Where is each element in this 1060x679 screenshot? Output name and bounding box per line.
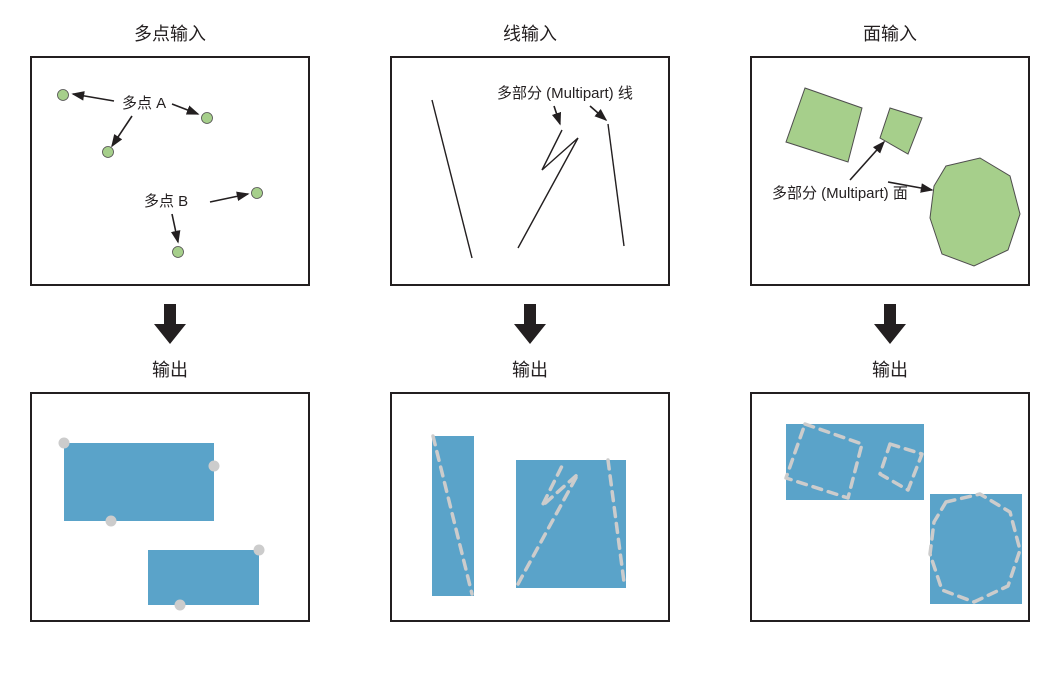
diagram-container: 多点输入 多点 A 多点 B 输出 线输入 多部分 (Multipart) 线 <box>20 20 1040 622</box>
big-arrow-svg-2 <box>514 304 546 344</box>
lines-output-title: 输出 <box>512 356 548 382</box>
lines-input-panel: 多部分 (Multipart) 线 <box>390 56 670 286</box>
lines-input-title: 线输入 <box>503 20 557 46</box>
top-row: 多点输入 多点 A 多点 B 输出 线输入 多部分 (Multipart) 线 <box>20 20 1040 622</box>
lines-output-svg <box>392 394 668 620</box>
polys-output-svg <box>752 394 1028 620</box>
svg-text:多点 B: 多点 B <box>144 193 188 210</box>
arrow-lines <box>514 304 546 344</box>
polys-output-title: 输出 <box>872 356 908 382</box>
col-lines: 线输入 多部分 (Multipart) 线 输出 <box>380 20 680 622</box>
big-arrow-svg-3 <box>874 304 906 344</box>
points-output-panel <box>30 392 310 622</box>
polys-input-svg: 多部分 (Multipart) 面 <box>752 58 1028 284</box>
svg-text:多部分 (Multipart) 面: 多部分 (Multipart) 面 <box>772 185 908 202</box>
col-points: 多点输入 多点 A 多点 B 输出 <box>20 20 320 622</box>
arrow-polys <box>874 304 906 344</box>
svg-text:多部分 (Multipart) 线: 多部分 (Multipart) 线 <box>497 85 633 102</box>
points-input-svg: 多点 A 多点 B <box>32 58 308 284</box>
points-input-title: 多点输入 <box>134 20 206 46</box>
points-output-title: 输出 <box>152 356 188 382</box>
big-arrow-svg-1 <box>154 304 186 344</box>
lines-input-svg: 多部分 (Multipart) 线 <box>392 58 668 284</box>
arrow-points <box>154 304 186 344</box>
polys-output-panel <box>750 392 1030 622</box>
lines-output-panel <box>390 392 670 622</box>
col-polys: 面输入 多部分 (Multipart) 面 输出 <box>740 20 1040 622</box>
svg-text:多点 A: 多点 A <box>122 95 166 112</box>
polys-input-title: 面输入 <box>863 20 917 46</box>
points-output-svg <box>32 394 308 620</box>
points-input-panel: 多点 A 多点 B <box>30 56 310 286</box>
polys-input-panel: 多部分 (Multipart) 面 <box>750 56 1030 286</box>
